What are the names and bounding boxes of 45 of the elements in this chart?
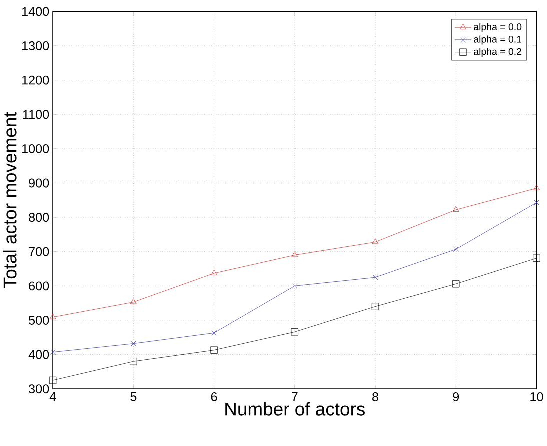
point — [533, 254, 540, 262]
point — [130, 298, 137, 304]
y-tick-label: 400 — [28, 350, 50, 360]
y-tick-label: 1400 — [22, 7, 50, 16]
point — [452, 280, 460, 288]
point — [210, 346, 218, 354]
point — [534, 184, 540, 190]
x-tick-label: 5 — [130, 392, 137, 402]
legend-label: alpha = 0.2 — [474, 48, 522, 58]
point — [452, 206, 460, 212]
point — [372, 238, 379, 244]
y-tick-label: 800 — [29, 213, 50, 222]
y-tick-label: 1000 — [22, 144, 50, 154]
point — [131, 341, 136, 347]
point — [372, 303, 380, 311]
legend-label: alpha = 0.0 — [474, 24, 522, 33]
point — [292, 284, 298, 289]
y-tick-label: 1200 — [22, 76, 50, 85]
y-tick-label: 1300 — [22, 42, 50, 51]
x-tick-label: 8 — [372, 392, 378, 402]
x-tick-label: 9 — [453, 392, 460, 402]
x-axis-title: Number of actors — [226, 402, 365, 416]
x-tick-label: 7 — [292, 392, 298, 402]
point — [130, 358, 138, 366]
y-axis-title: Total actor movement — [3, 112, 17, 288]
y-tick-label: 600 — [29, 282, 50, 291]
y-tick-label: 1100 — [23, 110, 50, 120]
point — [291, 328, 298, 336]
point — [372, 275, 378, 280]
y-tick-label: 500 — [29, 316, 50, 326]
x-tick-label: 4 — [50, 392, 56, 402]
legend-label: alpha = 0.1 — [474, 36, 522, 45]
point — [454, 247, 459, 252]
point — [212, 330, 217, 336]
point — [534, 200, 540, 206]
point — [49, 377, 57, 384]
x-tick-label: 6 — [211, 392, 218, 402]
y-tick-label: 300 — [29, 384, 50, 394]
point — [292, 252, 298, 258]
y-tick-label: 900 — [29, 178, 50, 188]
y-tick-label: 700 — [29, 248, 50, 256]
point — [50, 350, 56, 356]
point — [50, 314, 56, 320]
x-tick-label: 10 — [530, 392, 544, 402]
point — [211, 270, 218, 276]
